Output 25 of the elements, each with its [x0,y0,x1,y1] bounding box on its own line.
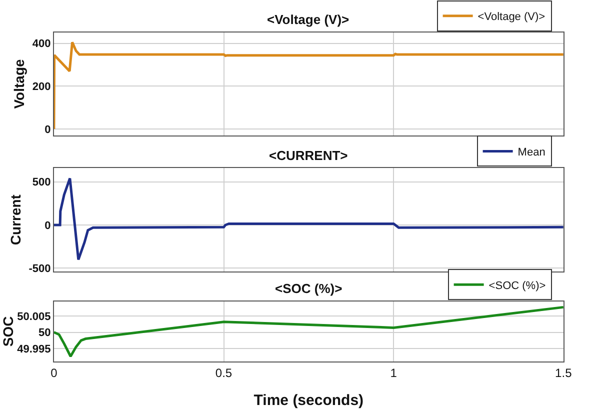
chart-title: <Voltage (V)> [267,12,350,27]
y-tick-label: 500 [32,176,51,189]
legend-label: <Voltage (V)> [478,11,546,24]
x-axis-title: Time (seconds) [254,392,364,409]
legend-label: <SOC (%)> [488,280,546,292]
y-tick-label: 49.995 [17,343,51,356]
legend-label: Mean [518,146,546,159]
chart-title: <CURRENT> [269,148,348,163]
x-tick-label: 1 [390,366,398,380]
chart-title: <SOC (%)> [275,281,343,296]
y-tick-label: -500 [28,263,51,276]
x-tick-label: 1.5 [555,366,572,380]
x-tick-label: 0.5 [215,366,232,380]
y-axis-title: Current [7,194,24,246]
line-series [54,177,564,261]
line-series [54,306,564,358]
y-axis-title: SOC [0,316,16,347]
line-series [54,41,564,130]
y-tick-label: 200 [32,80,51,93]
y-tick-label: 50 [38,327,51,340]
y-tick-label: 50.005 [17,310,51,323]
y-tick-label: 0 [44,124,51,136]
y-tick-label: 0 [44,220,51,232]
y-axis-title: Voltage [10,59,27,109]
y-tick-label: 400 [32,38,51,50]
